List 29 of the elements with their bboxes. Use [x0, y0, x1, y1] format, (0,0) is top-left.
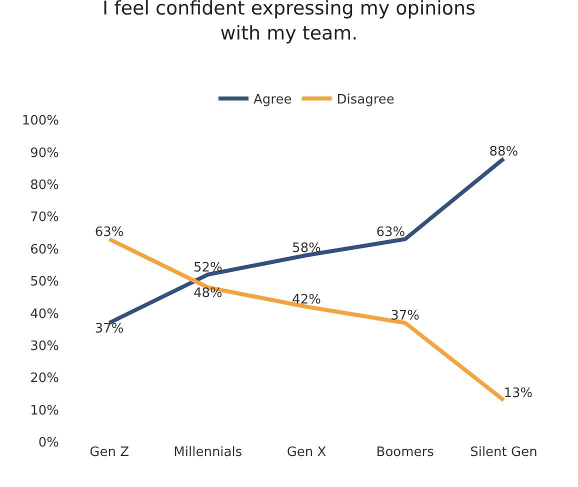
- y-tick-label: 40%: [30, 306, 59, 322]
- data-label: 48%: [193, 286, 222, 302]
- x-tick-label: Gen X: [286, 445, 326, 460]
- data-label: 58%: [292, 240, 321, 256]
- y-tick-label: 90%: [30, 146, 59, 161]
- data-label: 52%: [193, 260, 222, 276]
- legend-label: Disagree: [336, 92, 394, 108]
- x-tick-label: Boomers: [376, 445, 434, 460]
- y-tick-label: 50%: [30, 274, 59, 290]
- data-label: 37%: [94, 322, 124, 337]
- data-label: 37%: [390, 308, 420, 324]
- data-label: 63%: [376, 224, 406, 240]
- data-label: 63%: [94, 224, 124, 240]
- y-tick-label: 10%: [30, 403, 59, 418]
- y-tick-label: 30%: [30, 338, 59, 354]
- y-tick-label: 70%: [30, 210, 59, 226]
- y-tick-label: 100%: [22, 114, 59, 129]
- x-tick-label: Silent Gen: [470, 445, 538, 460]
- x-tick-label: Gen Z: [90, 445, 130, 460]
- y-tick-label: 60%: [30, 242, 59, 258]
- y-tick-label: 80%: [30, 178, 59, 193]
- data-label: 42%: [292, 292, 321, 308]
- data-label: 88%: [489, 144, 518, 160]
- y-tick-label: 20%: [30, 371, 59, 386]
- y-tick-label: 0%: [38, 436, 59, 451]
- chart-title: I feel confident expressing my opinions with my team.: [102, 0, 476, 44]
- legend-label: Agree: [254, 92, 292, 108]
- data-label: 13%: [504, 386, 533, 401]
- x-tick-label: Millennials: [174, 445, 242, 460]
